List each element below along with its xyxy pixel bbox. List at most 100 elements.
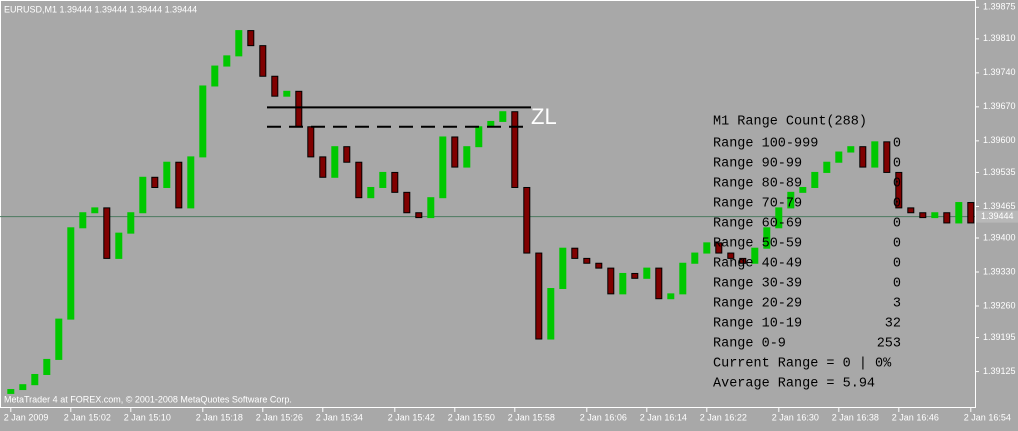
candle-body — [463, 146, 471, 168]
candle-body — [967, 202, 975, 224]
x-tick-label: 2 Jan 15:58 — [508, 412, 555, 422]
candle-body — [343, 146, 351, 163]
range-label: Range 0-9 — [713, 337, 786, 352]
candle-body — [955, 202, 963, 224]
range-count: 0 — [893, 237, 901, 252]
candle-body — [703, 242, 711, 254]
candle-body — [115, 232, 123, 259]
y-tick-label: 1.39195 — [983, 332, 1016, 342]
range-count: 0 — [893, 217, 901, 232]
level-label: ZL — [531, 104, 557, 129]
plot-frame — [0, 0, 976, 408]
candle-body — [31, 373, 39, 386]
candle-body — [355, 161, 363, 199]
candle-body — [919, 212, 927, 219]
candle-body — [139, 176, 147, 214]
candle-body — [211, 65, 219, 87]
candle-body — [199, 85, 207, 158]
range-label: Range 70-79 — [713, 197, 802, 212]
candle-body — [391, 171, 399, 193]
range-label: Range 50-59 — [713, 237, 802, 252]
x-tick-label: 2 Jan 16:38 — [832, 412, 879, 422]
candle-body — [415, 212, 423, 219]
candle-body — [811, 171, 819, 188]
y-tick-label: 1.39535 — [983, 167, 1016, 177]
current-price-label: 1.39444 — [981, 211, 1014, 221]
candle-body — [763, 227, 771, 249]
candle-body — [679, 262, 687, 295]
candle-body — [667, 293, 675, 300]
candle-body — [943, 212, 951, 224]
current-price-box — [976, 210, 1018, 223]
range-label: Range 100-999 — [713, 137, 818, 152]
candle-body — [499, 111, 507, 122]
panel-title: M1 Range Count(288) — [713, 115, 867, 130]
x-tick-label: 2 Jan 16:30 — [772, 412, 819, 422]
candle-body — [751, 247, 759, 264]
candle-body — [223, 55, 231, 67]
y-tick-label: 1.39260 — [983, 300, 1016, 310]
range-label: Range 30-39 — [713, 277, 802, 292]
candle-body — [151, 176, 159, 188]
y-tick-label: 1.39670 — [983, 101, 1016, 111]
candle-body — [451, 136, 459, 168]
candle-body — [475, 126, 483, 148]
x-tick-label: 2 Jan 15:02 — [64, 412, 111, 422]
candle-body — [283, 90, 291, 97]
x-tick-label: 2 Jan 15:34 — [316, 412, 363, 422]
candle-body — [619, 272, 627, 295]
candle-body — [127, 212, 135, 234]
candle-body — [643, 267, 651, 279]
candle-body — [379, 171, 387, 188]
candle-body — [559, 247, 567, 290]
candle-body — [835, 151, 843, 163]
candle-body — [859, 146, 867, 168]
candle-body — [823, 161, 831, 173]
x-tick-label: 2 Jan 15:18 — [196, 412, 243, 422]
candle-body — [607, 267, 615, 295]
x-tick-label: 2 Jan 16:54 — [964, 412, 1011, 422]
range-count: 0 — [893, 177, 901, 192]
range-label: Range 10-19 — [713, 317, 802, 332]
x-tick-label: 2 Jan 15:26 — [256, 412, 303, 422]
y-tick-label: 1.39125 — [983, 366, 1016, 376]
y-tick-label: 1.39740 — [983, 67, 1016, 77]
candle-body — [691, 252, 699, 264]
y-tick-label: 1.39875 — [983, 2, 1016, 12]
range-count: 3 — [893, 297, 901, 312]
candle-body — [907, 207, 915, 214]
candle-body — [175, 161, 183, 209]
range-count: 32 — [885, 317, 901, 332]
candle-body — [595, 262, 603, 269]
candle-body — [739, 257, 747, 264]
symbol-header: EURUSD,M1 1.39444 1.39444 1.39444 1.3944… — [4, 4, 197, 14]
x-tick-label: 2 Jan 16:06 — [580, 412, 627, 422]
current-range: Current Range = 0 | 0% — [713, 357, 892, 372]
range-count: 0 — [893, 137, 901, 152]
x-tick-label: 2 Jan 15:50 — [448, 412, 495, 422]
range-count: 0 — [893, 277, 901, 292]
candle-body — [91, 207, 99, 214]
candle-body — [871, 141, 879, 168]
x-tick-label: 2 Jan 2009 — [4, 412, 49, 422]
footer: MetaTrader 4 at FOREX.com, © 2001-2008 M… — [4, 394, 292, 404]
y-tick-label: 1.39465 — [983, 201, 1016, 211]
candle-body — [583, 257, 591, 264]
candle-body — [55, 318, 63, 360]
candle-body — [931, 212, 939, 219]
x-tick-label: 2 Jan 16:46 — [892, 412, 939, 422]
average-range: Average Range = 5.94 — [713, 377, 875, 392]
candle-body — [631, 272, 639, 279]
range-label: Range 80-89 — [713, 177, 802, 192]
range-label: Range 20-29 — [713, 297, 802, 312]
candle-body — [655, 267, 663, 300]
range-label: Range 90-99 — [713, 157, 802, 172]
candle-body — [67, 227, 75, 320]
candle-body — [295, 90, 303, 128]
candle-body — [367, 186, 375, 199]
x-tick-label: 2 Jan 16:22 — [700, 412, 747, 422]
candle-body — [439, 136, 447, 199]
candle-body — [511, 111, 519, 188]
candle-body — [19, 384, 27, 391]
